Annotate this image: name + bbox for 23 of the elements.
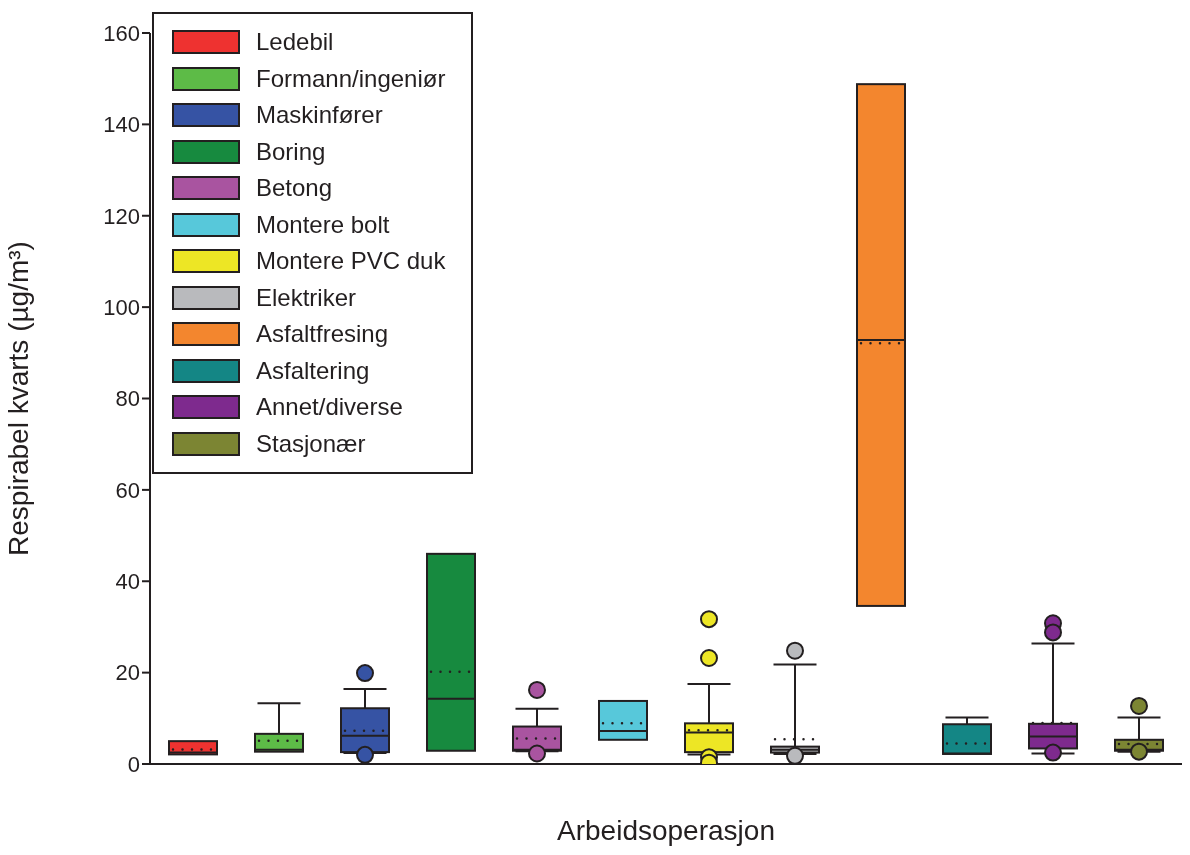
- legend-label: Asfaltfresing: [256, 320, 389, 349]
- legend-label: Stasjonær: [256, 429, 366, 458]
- legend-label: Montere PVC duk: [256, 247, 446, 276]
- y-tick-label: 60: [115, 477, 140, 503]
- y-tick-label: 20: [115, 660, 140, 686]
- legend-label: Ledebil: [256, 28, 334, 57]
- legend-label: Formann/ingeniør: [256, 64, 446, 93]
- legend-label: Maskinfører: [256, 101, 383, 130]
- y-tick-label: 140: [103, 112, 140, 138]
- legend-label: Annet/diverse: [256, 393, 403, 422]
- legend-label: Boring: [256, 137, 326, 166]
- legend-label: Montere bolt: [256, 210, 390, 239]
- y-tick-label: 100: [103, 294, 140, 320]
- legend-label: Elektriker: [256, 283, 357, 312]
- y-axis-title: Respirabel kvarts (µg/m³): [2, 241, 34, 556]
- x-axis-title: Arbeidsoperasjon: [557, 815, 775, 846]
- legend-label: Betong: [256, 174, 333, 203]
- y-tick-label: 160: [103, 20, 140, 46]
- y-tick-label: 40: [115, 569, 140, 595]
- legend-label: Asfaltering: [256, 356, 370, 385]
- y-tick-label: 120: [103, 203, 140, 229]
- y-tick-label: 80: [115, 386, 140, 412]
- y-tick-label: 0: [127, 751, 140, 777]
